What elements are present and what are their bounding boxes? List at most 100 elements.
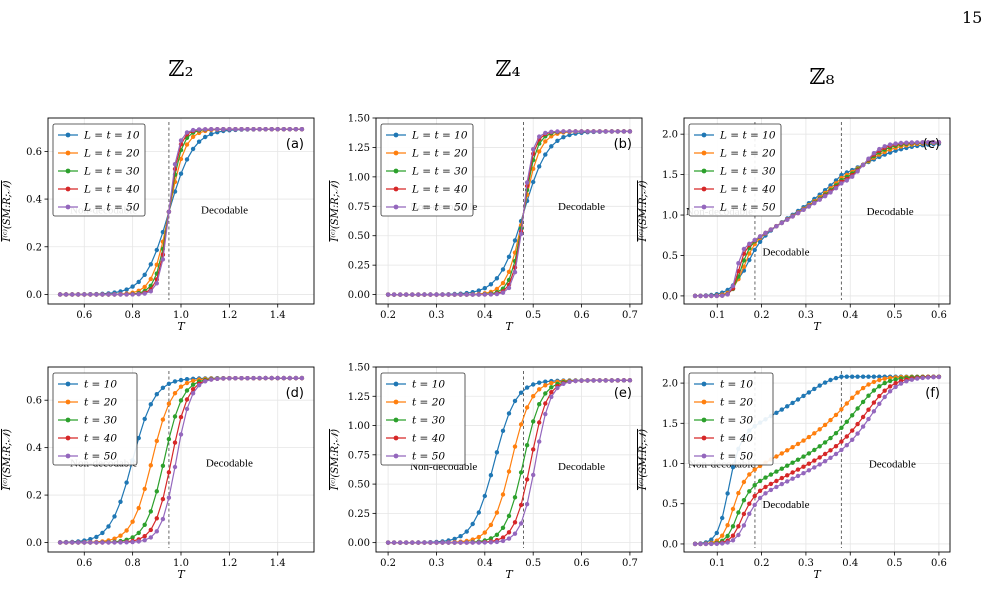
data-point — [779, 407, 784, 412]
x-tick-label: 0.2 — [380, 558, 396, 569]
data-point — [887, 142, 893, 147]
data-point — [500, 280, 506, 286]
data-point — [476, 288, 481, 293]
legend-marker — [701, 417, 707, 423]
data-point — [839, 407, 844, 412]
data-point — [524, 180, 530, 185]
data-point — [506, 269, 512, 274]
data-point — [567, 132, 572, 138]
x-tick-label: 0.6 — [76, 558, 92, 569]
region-label-2: Decodable — [558, 201, 605, 213]
y-tick-label: 0.5 — [662, 251, 678, 262]
data-point — [398, 540, 403, 545]
data-point — [597, 129, 602, 134]
data-point — [839, 425, 844, 430]
data-point — [184, 157, 190, 162]
y-tick-label: 0.2 — [26, 491, 42, 502]
data-point — [512, 238, 518, 243]
data-point — [136, 539, 141, 544]
data-point — [904, 140, 909, 145]
data-point — [839, 181, 844, 186]
region-label-2: Decodable — [201, 204, 248, 216]
data-point — [549, 394, 554, 400]
legend-entry: L = t = 20 — [719, 148, 776, 160]
data-point — [855, 390, 860, 395]
data-point — [190, 391, 196, 396]
data-point — [806, 468, 812, 473]
legend-marker — [393, 453, 399, 459]
data-point — [573, 129, 578, 134]
data-point — [752, 502, 757, 508]
data-point — [785, 479, 790, 484]
panel-label: (c) — [923, 137, 940, 152]
data-point — [154, 489, 159, 494]
data-point — [806, 204, 812, 209]
data-point — [725, 523, 730, 528]
data-point — [136, 279, 141, 285]
data-point — [470, 540, 475, 545]
data-point — [160, 496, 166, 502]
data-point — [567, 379, 572, 384]
data-point — [812, 386, 817, 392]
data-point — [500, 267, 506, 272]
data-point — [537, 134, 542, 139]
data-point — [725, 292, 730, 297]
data-point — [855, 374, 860, 379]
data-point — [747, 241, 752, 246]
data-point — [88, 292, 93, 297]
data-point — [801, 464, 806, 469]
data-point — [931, 375, 936, 380]
data-point — [850, 428, 855, 433]
data-point — [124, 287, 129, 292]
data-point — [839, 447, 844, 453]
data-point — [877, 401, 882, 406]
data-point — [850, 395, 855, 400]
x-tick-label: 0.7 — [622, 310, 638, 321]
data-point — [506, 254, 512, 259]
data-point — [790, 214, 795, 219]
x-axis-label: T — [177, 568, 186, 581]
legend-entry: L = t = 30 — [719, 166, 776, 178]
data-point — [82, 540, 87, 545]
data-point — [920, 140, 925, 145]
data-point — [698, 541, 703, 547]
data-point — [190, 378, 196, 383]
data-point — [148, 463, 153, 468]
data-point — [828, 435, 833, 441]
y-tick-label: 1.00 — [348, 421, 370, 432]
x-tick-label: 1.2 — [221, 310, 237, 321]
panel-b: 0.2 0.3 0.4 0.5 0.6 0.7 0.00 0.25 0.50 0.75 1.00 1.… — [330, 114, 643, 333]
data-point — [597, 378, 602, 383]
data-point — [76, 540, 81, 545]
data-point — [774, 478, 779, 484]
data-point — [931, 140, 936, 145]
data-point — [621, 129, 627, 134]
data-point — [860, 162, 866, 168]
data-point — [790, 470, 795, 475]
data-point — [130, 284, 135, 289]
data-point — [585, 378, 590, 383]
data-point — [763, 475, 768, 480]
data-point — [844, 178, 849, 183]
legend-marker — [701, 435, 707, 441]
legend-marker — [65, 204, 71, 210]
data-point — [440, 540, 445, 545]
data-point — [184, 388, 190, 393]
data-point — [506, 285, 512, 291]
data-point — [160, 463, 166, 468]
x-tick-label: 1.4 — [270, 310, 286, 321]
legend-marker — [65, 132, 71, 138]
data-point — [172, 379, 178, 384]
data-point — [518, 390, 524, 395]
data-point — [833, 375, 839, 381]
data-point — [877, 384, 882, 389]
data-point — [795, 473, 801, 479]
data-point — [172, 391, 178, 396]
data-point — [506, 469, 512, 474]
y-tick-label: 0.6 — [26, 147, 42, 158]
data-point — [404, 292, 409, 297]
data-point — [752, 247, 757, 253]
data-point — [882, 388, 887, 393]
data-point — [893, 377, 898, 382]
x-axis-label: T — [813, 568, 822, 581]
